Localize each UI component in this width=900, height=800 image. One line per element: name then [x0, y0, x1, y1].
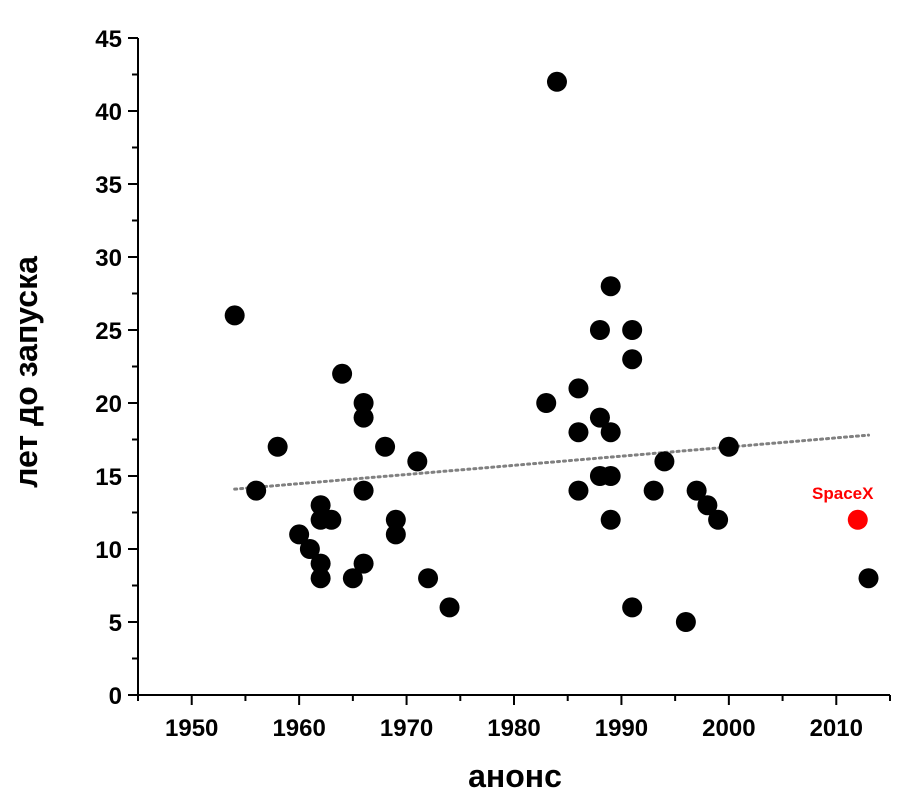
data-point [310, 495, 331, 516]
data-point [385, 509, 406, 530]
data-point [289, 524, 310, 545]
x-tick-label: 1970 [380, 715, 433, 742]
y-tick-label: 5 [109, 610, 122, 637]
data-point [622, 349, 643, 370]
y-tick-label: 25 [95, 318, 122, 345]
data-point [418, 568, 439, 589]
highlight-layer: SpaceX [812, 484, 874, 530]
data-point [600, 466, 621, 486]
data-point [353, 553, 374, 574]
y-tick-label: 35 [95, 172, 122, 199]
data-point [600, 422, 621, 443]
data-point [589, 407, 610, 428]
data-point [675, 612, 696, 632]
data-point [310, 553, 331, 574]
y-tick-label: 15 [95, 464, 122, 491]
data-point [600, 509, 621, 530]
x-tick-label: 1990 [595, 715, 648, 742]
data-point [589, 320, 610, 340]
x-tick-label: 2010 [810, 715, 863, 742]
spacex-point [847, 509, 868, 530]
y-axis-title: лет до запуска [8, 256, 44, 488]
spacex-label: SpaceX [812, 484, 874, 503]
data-points [224, 71, 879, 632]
data-point [697, 495, 718, 516]
data-point [568, 378, 589, 399]
data-point [246, 480, 267, 501]
data-point [600, 276, 621, 297]
data-point [622, 597, 643, 618]
data-point [353, 480, 374, 501]
data-point [439, 597, 460, 618]
data-point [546, 71, 567, 92]
data-point [568, 480, 589, 501]
x-tick-label: 1980 [487, 715, 540, 742]
y-tick-label: 45 [95, 26, 122, 53]
data-point [267, 436, 288, 457]
data-point [536, 393, 557, 413]
data-point [353, 393, 374, 413]
data-point [332, 363, 353, 384]
data-point [299, 539, 320, 559]
y-tick-label: 0 [109, 683, 122, 710]
data-point [310, 568, 331, 589]
data-point [342, 568, 363, 589]
y-tick-label: 10 [95, 537, 122, 564]
data-point [353, 407, 374, 428]
y-tick-label: 40 [95, 99, 122, 126]
data-point [708, 509, 729, 530]
trendline-layer [233, 433, 871, 491]
data-point [321, 509, 342, 530]
data-point [375, 436, 396, 457]
x-tick-label: 1960 [272, 715, 325, 742]
data-point [686, 480, 707, 501]
data-point [622, 320, 643, 340]
data-point [858, 568, 879, 589]
data-point [407, 451, 428, 472]
trendline [233, 433, 871, 491]
data-point [654, 451, 675, 472]
data-point [643, 480, 664, 501]
axes: 0 5 10 15 20 25 30 35 40 45 1950 1960 1970 1980 1990 20… [95, 26, 891, 742]
y-tick-label: 20 [95, 391, 122, 418]
y-tick-label: 30 [95, 245, 122, 272]
x-axis-title: анонс [468, 758, 562, 794]
x-tick-label: 1950 [165, 715, 218, 742]
data-point [385, 524, 406, 545]
data-point [224, 305, 245, 326]
data-point [718, 436, 739, 457]
data-point [568, 422, 589, 443]
x-tick-label: 2000 [702, 715, 755, 742]
